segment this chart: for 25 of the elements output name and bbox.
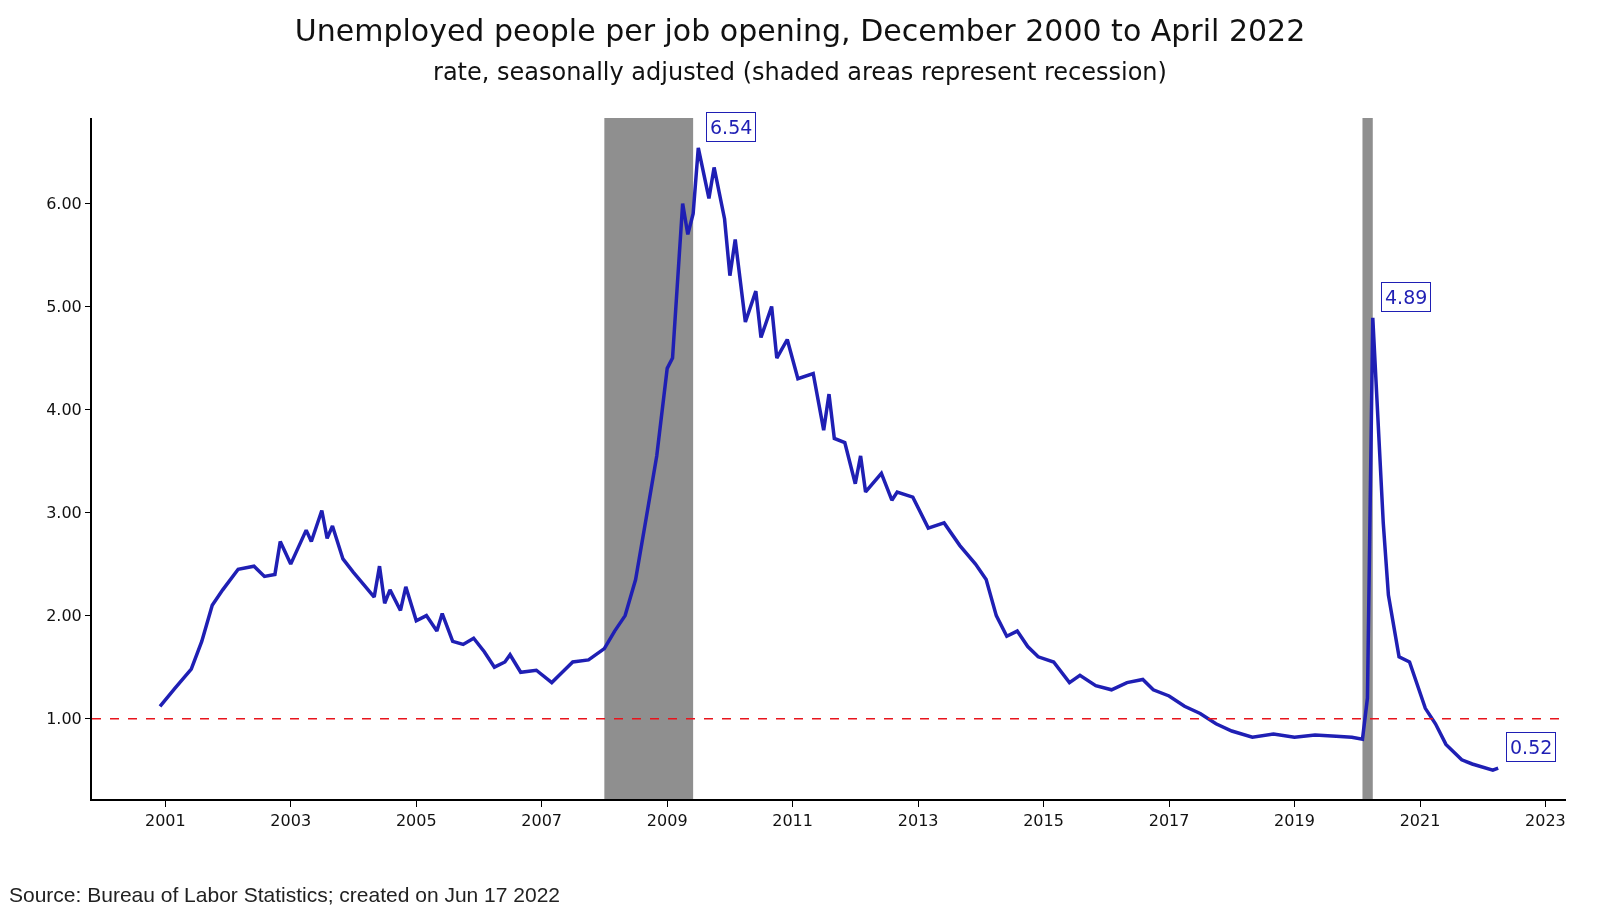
y-tick-label: 6.00 [46, 194, 82, 214]
annotation: 4.89 [1385, 286, 1428, 308]
annotation: 0.52 [1510, 736, 1553, 758]
x-tick-label: 2007 [521, 811, 563, 831]
chart-title: Unemployed people per job opening, December 2000 to April 2022 [294, 12, 1306, 48]
x-tick-label: 2021 [1399, 811, 1441, 831]
y-tick-label: 3.00 [46, 503, 82, 523]
y-tick-label: 5.00 [46, 297, 82, 317]
x-tick-label: 2023 [1525, 811, 1566, 831]
y-tick-label: 4.00 [46, 400, 82, 420]
x-tick-label: 2017 [1148, 811, 1190, 831]
x-tick-label: 2005 [395, 811, 437, 831]
x-tick-label: 2011 [772, 811, 813, 831]
x-tick-label: 2019 [1274, 811, 1315, 831]
x-tick-label: 2001 [144, 811, 186, 831]
x-tick-label: 2003 [270, 811, 312, 831]
x-tick-label: 2013 [897, 811, 939, 831]
y-tick-label: 2.00 [46, 606, 82, 626]
line-series [158, 146, 1500, 772]
x-tick-label: 2015 [1023, 811, 1064, 831]
chart-subtitle: rate, seasonally adjusted (shaded areas represent recession) [433, 57, 1167, 86]
source-note: Source: Bureau of Labor Statistics; created on Jun 17 2022 [9, 883, 561, 906]
x-tick-label: 2009 [646, 811, 688, 831]
annotation: 6.54 [710, 116, 753, 138]
y-tick-label: 1.00 [46, 709, 82, 729]
